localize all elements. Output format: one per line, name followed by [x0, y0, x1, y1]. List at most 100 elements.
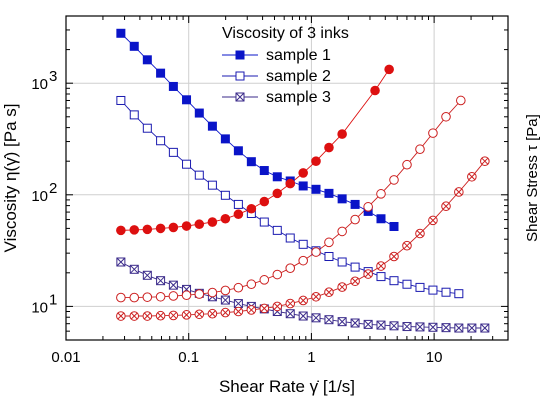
data-point-series-5: [389, 175, 399, 185]
data-point-series-6-cross: [325, 288, 333, 296]
data-point-series-2-shape: [389, 276, 399, 286]
data-point-series-6: [298, 295, 308, 306]
data-point-series-5-shape: [220, 285, 231, 296]
data-point-series-6: [129, 311, 140, 321]
data-point-series-6: [207, 308, 218, 319]
data-point-series-3: [116, 257, 126, 267]
data-point-series-4-shape: [116, 225, 126, 236]
data-point-series-3-cross: [234, 299, 243, 308]
data-point-series-5: [259, 275, 270, 285]
data-point-series-3-cross: [285, 309, 295, 319]
x-tick-label: 1: [307, 349, 315, 366]
data-point-series-5: [142, 292, 153, 302]
data-point-series-2: [441, 287, 451, 297]
data-point-series-6: [233, 306, 244, 317]
data-point-series-6-cross: [455, 188, 463, 196]
data-point-series-2-shape: [194, 170, 204, 180]
data-point-series-3: [376, 320, 386, 330]
data-point-series-5-shape: [155, 291, 166, 302]
data-point-series-1-shape: [220, 134, 230, 144]
data-point-series-4: [246, 203, 257, 214]
data-point-series-2-shape: [233, 199, 243, 209]
data-point-series-5-shape: [337, 226, 347, 237]
data-point-series-6-cross: [312, 293, 320, 301]
data-point-series-3-cross: [376, 320, 386, 330]
data-point-series-6-cross: [195, 310, 203, 318]
data-point-series-2-shape: [156, 136, 166, 146]
data-point-series-4: [129, 225, 140, 235]
data-point-series-4-shape: [285, 178, 296, 189]
legend-label-3: sample 3: [266, 89, 331, 106]
data-point-series-5: [402, 159, 412, 170]
data-point-series-2-shape: [376, 272, 386, 282]
data-point-series-4-shape: [181, 221, 192, 231]
data-point-series-2-shape: [220, 190, 230, 200]
data-point-series-1: [233, 146, 243, 156]
data-point-series-5-shape: [324, 237, 334, 248]
data-point-series-5-shape: [376, 189, 386, 199]
data-point-series-4: [116, 225, 126, 236]
data-point-series-2: [156, 136, 166, 146]
data-point-series-4-shape: [311, 156, 321, 167]
data-point-series-3: [350, 318, 360, 328]
data-point-series-6: [285, 298, 296, 309]
data-point-series-6: [155, 310, 166, 321]
data-point-series-5-shape: [389, 175, 399, 185]
data-point-series-1-shape: [168, 81, 178, 91]
data-point-series-3-cross: [415, 322, 425, 332]
y2-axis-label: Shear Stress τ [Pa]: [524, 114, 541, 242]
data-point-series-6-cross: [260, 305, 268, 312]
data-point-series-5: [363, 202, 373, 212]
data-point-series-5: [415, 144, 425, 155]
data-point-series-6-cross: [209, 310, 216, 318]
data-point-series-4: [337, 129, 347, 139]
data-point-series-4: [384, 64, 394, 75]
data-point-series-4: [370, 85, 380, 96]
data-point-series-5: [456, 95, 466, 106]
data-point-series-4-shape: [298, 168, 308, 178]
data-point-series-3-cross: [324, 315, 334, 325]
data-point-series-5: [311, 247, 321, 257]
data-point-series-1-shape: [389, 221, 399, 231]
data-point-series-2-shape: [415, 282, 425, 292]
data-point-series-5: [285, 263, 296, 273]
data-point-series-4: [272, 188, 283, 199]
data-point-series-6: [142, 311, 153, 321]
data-point-series-6: [337, 282, 347, 292]
data-point-series-6-cross: [429, 217, 437, 224]
data-point-series-1: [156, 68, 166, 78]
data-point-series-6: [272, 301, 283, 312]
y-axis-label: Viscosity η(γ̇) [Pa s]: [1, 104, 20, 253]
data-point-series-1-shape: [324, 188, 334, 198]
data-point-series-1-shape: [233, 146, 243, 156]
data-point-series-5: [194, 289, 205, 299]
data-point-series-3: [129, 264, 139, 274]
data-point-series-6: [246, 305, 257, 315]
data-point-series-2: [207, 180, 217, 190]
data-point-series-4: [324, 142, 334, 153]
data-point-series-5: [272, 269, 283, 280]
data-point-series-3-cross: [480, 323, 490, 333]
data-point-series-2: [415, 282, 425, 292]
data-point-series-2: [220, 190, 230, 200]
data-point-series-5-shape: [428, 128, 438, 138]
data-point-series-6-cross: [117, 312, 125, 320]
data-point-series-3: [324, 315, 334, 325]
data-point-series-6: [428, 215, 438, 226]
legend-marker-2-shape: [235, 71, 245, 81]
data-point-series-2-shape: [441, 287, 451, 297]
data-point-series-2-shape: [272, 225, 282, 235]
data-point-series-5-shape: [456, 95, 466, 106]
data-point-series-4-shape: [370, 85, 380, 96]
data-point-series-3-cross: [116, 257, 126, 267]
data-point-series-2-shape: [324, 251, 334, 261]
data-point-series-2: [337, 257, 347, 267]
data-point-series-6: [324, 287, 334, 298]
data-point-series-2: [142, 123, 152, 133]
data-point-series-6-cross: [235, 308, 242, 315]
legend-marker-3: [235, 92, 245, 102]
data-point-series-2-shape: [142, 123, 152, 133]
data-point-series-6-cross: [403, 242, 411, 250]
data-point-series-3: [428, 322, 438, 332]
